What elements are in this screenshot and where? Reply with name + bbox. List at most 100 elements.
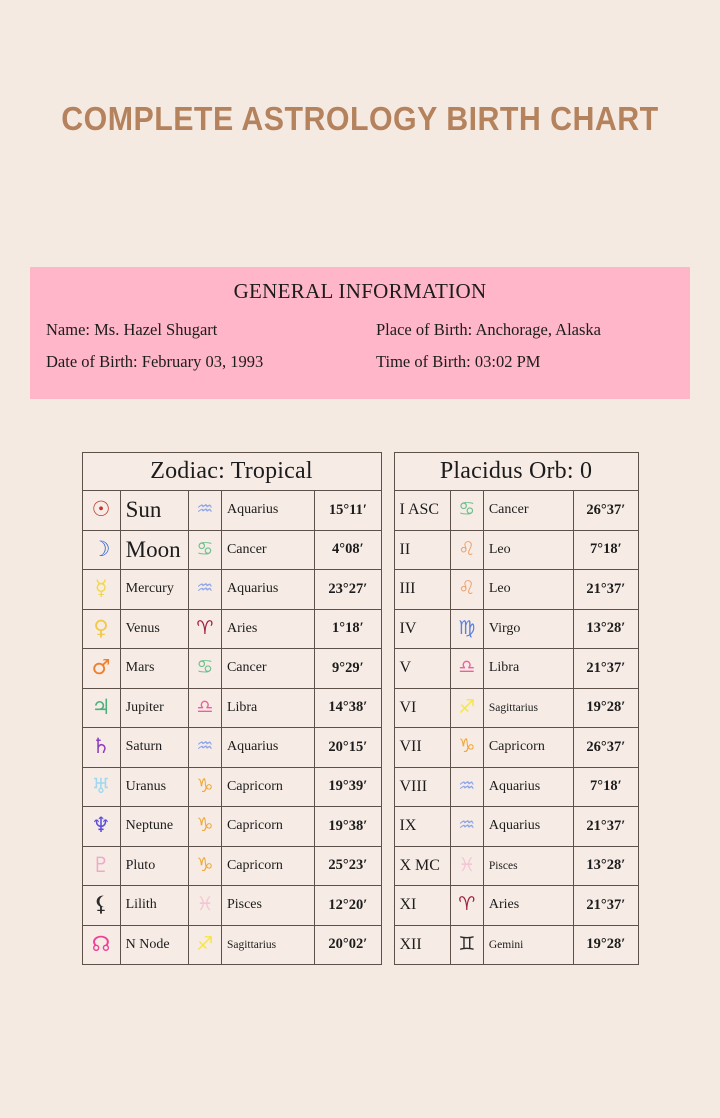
degree-value: 26°37′ (573, 490, 639, 531)
table-row: II ♌ Leo 7°18′ (393, 529, 639, 570)
sun-icon: ☉ (81, 490, 121, 531)
table-row: V ♎ Libra 21°37′ (393, 648, 639, 689)
degree-value: 19°28′ (573, 924, 639, 965)
pluto-icon: ♇ (81, 845, 121, 886)
planet-name: Neptune (119, 806, 189, 847)
sign-name: Sagittarius (482, 687, 575, 728)
sign-name: Cancer (482, 490, 575, 531)
sign-name: Capricorn (220, 845, 316, 886)
table-row: XII ♊ Gemini 19°28′ (393, 924, 639, 965)
planet-name: Mercury (119, 569, 189, 610)
degree-value: 15°11′ (314, 490, 382, 531)
planet-name: Moon (119, 529, 189, 570)
aries-icon: ♈ (187, 608, 222, 649)
planet-name: Jupiter (119, 687, 189, 728)
house-rows: I ASC ♋ Cancer 26°37′ II ♌ Leo 7°18′ III ♌ Leo 21°3… (393, 490, 639, 965)
table-row: ♅ Uranus ♑ Capricorn 19°39′ (81, 766, 382, 807)
planet-name: Lilith (119, 885, 189, 926)
aquarius-icon: ♒ (187, 727, 222, 768)
general-information-grid: Name: Ms. Hazel Shugart Place of Birth: … (30, 320, 690, 372)
house-label: V (393, 648, 451, 689)
sign-name: Pisces (482, 845, 575, 886)
table-row: IV ♍ Virgo 13°28′ (393, 608, 639, 649)
degree-value: 20°02′ (314, 924, 382, 965)
sign-name: Aquarius (220, 490, 316, 531)
pisces-icon: ♓ (449, 845, 484, 886)
sign-name: Capricorn (482, 727, 575, 768)
sagittarius-icon: ♐ (187, 924, 222, 965)
sign-name: Aquarius (220, 569, 316, 610)
table-row: ☉ Sun ♒ Aquarius 15°11′ (81, 490, 382, 531)
table-row: VIII ♒ Aquarius 7°18′ (393, 766, 639, 807)
degree-value: 25°23′ (314, 845, 382, 886)
house-label: III (393, 569, 451, 610)
libra-icon: ♎ (187, 687, 222, 728)
house-label: VII (393, 727, 451, 768)
aries-icon: ♈ (449, 885, 484, 926)
house-label: VIII (393, 766, 451, 807)
sign-name: Capricorn (220, 766, 316, 807)
sign-name: Cancer (220, 648, 316, 689)
degree-value: 21°37′ (573, 885, 639, 926)
cancer-icon: ♋ (187, 529, 222, 570)
zodiac-header: Zodiac: Tropical (81, 452, 382, 491)
degree-value: 19°28′ (573, 687, 639, 728)
table-row: ♂ Mars ♋ Cancer 9°29′ (81, 648, 382, 689)
virgo-icon: ♍ (449, 608, 484, 649)
sign-name: Aquarius (220, 727, 316, 768)
degree-value: 13°28′ (573, 608, 639, 649)
sign-name: Libra (220, 687, 316, 728)
degree-value: 26°37′ (573, 727, 639, 768)
cancer-icon: ♋ (187, 648, 222, 689)
sign-name: Pisces (220, 885, 316, 926)
planet-rows: ☉ Sun ♒ Aquarius 15°11′ ☽ Moon ♋ Cancer 4°08′ ☿ Mer… (81, 490, 382, 965)
aquarius-icon: ♒ (187, 490, 222, 531)
capricorn-icon: ♑ (187, 845, 222, 886)
libra-icon: ♎ (449, 648, 484, 689)
venus-icon: ♀ (81, 608, 121, 649)
leo-icon: ♌ (449, 569, 484, 610)
sign-name: Libra (482, 648, 575, 689)
house-label: VI (393, 687, 451, 728)
sign-name: Aquarius (482, 766, 575, 807)
cancer-icon: ♋ (449, 490, 484, 531)
sign-name: Aries (220, 608, 316, 649)
degree-value: 12°20′ (314, 885, 382, 926)
planet-positions-table: Zodiac: Tropical ☉ Sun ♒ Aquarius 15°11′ ☽ Moo… (81, 452, 382, 965)
planet-name: Uranus (119, 766, 189, 807)
planet-name: Mars (119, 648, 189, 689)
table-row: X MC ♓ Pisces 13°28′ (393, 845, 639, 886)
placidus-header: Placidus Orb: 0 (393, 452, 639, 491)
degree-value: 7°18′ (573, 766, 639, 807)
sign-name: Sagittarius (220, 924, 316, 965)
dob-field: Date of Birth: February 03, 1993 (46, 352, 264, 371)
general-information-heading: GENERAL INFORMATION (233, 279, 487, 303)
table-row: ☊ N Node ♐ Sagittarius 20°02′ (81, 924, 382, 965)
sign-name: Cancer (220, 529, 316, 570)
table-row: ⚸ Lilith ♓ Pisces 12°20′ (81, 885, 382, 926)
moon-icon: ☽ (81, 529, 121, 570)
leo-icon: ♌ (449, 529, 484, 570)
degree-value: 23°27′ (314, 569, 382, 610)
capricorn-icon: ♑ (187, 766, 222, 807)
degree-value: 19°39′ (314, 766, 382, 807)
capricorn-icon: ♑ (449, 727, 484, 768)
degree-value: 13°28′ (573, 845, 639, 886)
degree-value: 1°18′ (314, 608, 382, 649)
house-label: I ASC (393, 490, 451, 531)
tob-field: Time of Birth: 03:02 PM (376, 352, 541, 371)
house-label: IV (393, 608, 451, 649)
degree-value: 21°37′ (573, 569, 639, 610)
table-row: IX ♒ Aquarius 21°37′ (393, 806, 639, 847)
table-row: ☿ Mercury ♒ Aquarius 23°27′ (81, 569, 382, 610)
pisces-icon: ♓ (187, 885, 222, 926)
sign-name: Leo (482, 529, 575, 570)
jupiter-icon: ♃ (81, 687, 121, 728)
degree-value: 19°38′ (314, 806, 382, 847)
table-row: ♀ Venus ♈ Aries 1°18′ (81, 608, 382, 649)
table-row: ♄ Saturn ♒ Aquarius 20°15′ (81, 727, 382, 768)
sagittarius-icon: ♐ (449, 687, 484, 728)
place-field: Place of Birth: Anchorage, Alaska (376, 320, 601, 339)
degree-value: 21°37′ (573, 806, 639, 847)
chart-tables: Zodiac: Tropical ☉ Sun ♒ Aquarius 15°11′ ☽ Moo… (0, 452, 720, 965)
